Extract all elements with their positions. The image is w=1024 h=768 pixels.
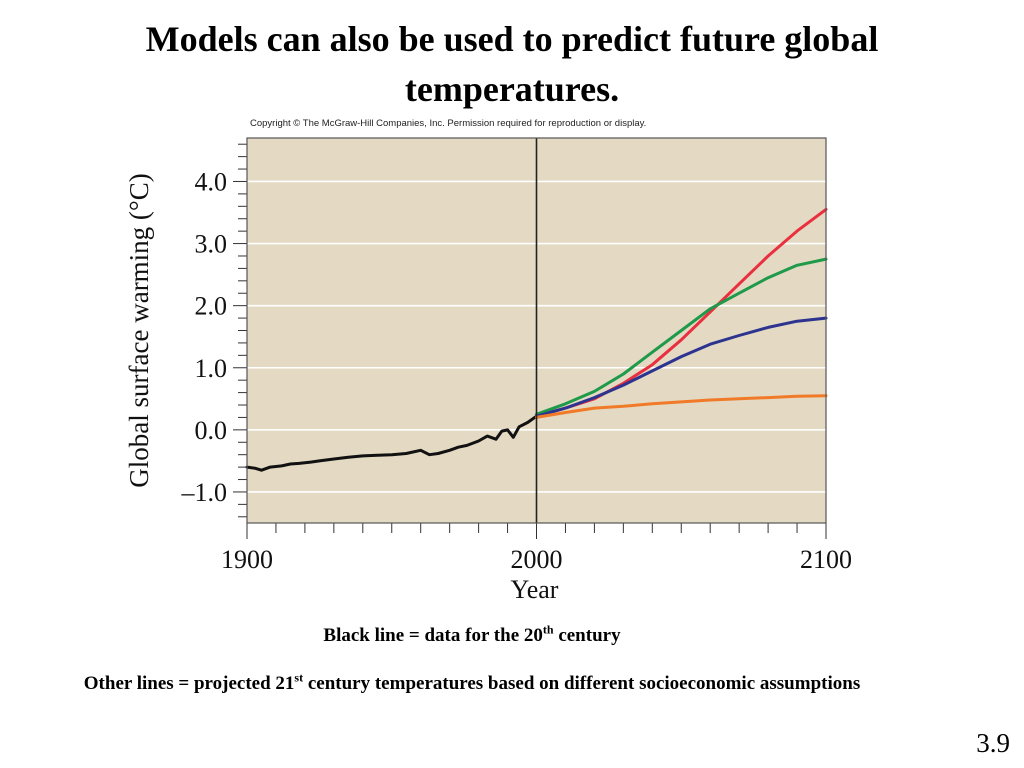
x-tick-label: 1900 [221, 545, 273, 574]
caption-black-line-text: Black line = data for the 20 [323, 625, 543, 646]
caption-other-lines-sup: st [294, 670, 304, 685]
caption-black-line-sup: th [542, 622, 554, 637]
y-tick-label: –1.0 [181, 478, 228, 507]
caption-other-lines-text: Other lines = projected 21 [83, 673, 295, 694]
y-tick-labels: –1.0 0.0 1.0 2.0 3.0 4.0 [181, 167, 228, 506]
y-tick-label: 1.0 [195, 354, 228, 383]
series-lines [245, 207, 828, 472]
y-tick-label: 2.0 [195, 292, 228, 321]
x-tick-label: 2000 [511, 545, 563, 574]
series-line-5 [535, 394, 828, 419]
series-line-4 [535, 316, 828, 418]
y-axis-label: Global surface warming (°C) [124, 173, 154, 487]
plot-frame [246, 137, 827, 524]
caption-other-lines-end: century temperatures based on different … [303, 673, 861, 694]
caption-black-line: Black line = data for the 20th century [100, 622, 844, 650]
caption-other-lines: Other lines = projected 21st century tem… [10, 670, 934, 698]
slide-number: 3.9 [976, 728, 1010, 758]
series-line-1 [245, 414, 538, 472]
copyright-notice: Copyright © The McGraw-Hill Companies, I… [250, 118, 647, 129]
minor-ticks [233, 143, 827, 539]
x-tick-labels: 1900 2000 2100 [221, 545, 852, 574]
caption-black-line-end: century [553, 625, 621, 646]
y-tick-label: 4.0 [195, 167, 228, 196]
series-line-3 [535, 257, 828, 416]
x-tick-label: 2100 [800, 545, 852, 574]
y-tick-label: 3.0 [195, 230, 228, 259]
x-axis-label: Year [511, 575, 559, 604]
slide-title: Models can also be used to predict futur… [145, 19, 879, 109]
y-tick-label: 0.0 [195, 416, 228, 445]
